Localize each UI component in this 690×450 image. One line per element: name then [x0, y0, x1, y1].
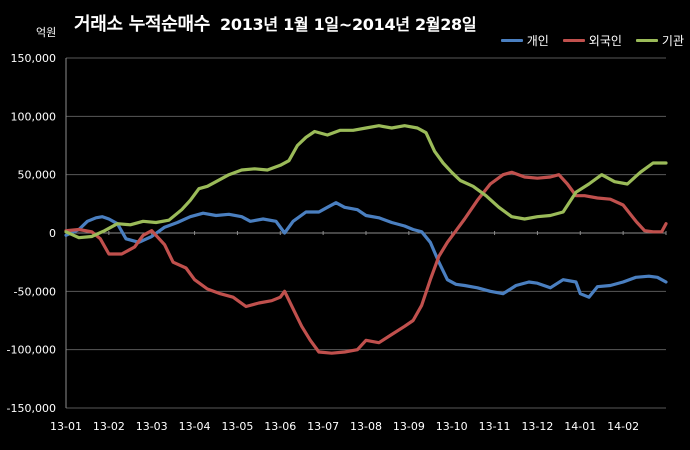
x-tick-label: 13-02 [93, 420, 125, 433]
x-tick-label: 13-08 [350, 420, 382, 433]
legend-swatch-foreign [562, 39, 585, 42]
y-tick-label: 50,000 [18, 169, 57, 182]
chart-title-main: 거래소 누적순매수 [74, 14, 211, 35]
x-tick-label: 13-06 [264, 420, 296, 433]
x-tick-label: 13-01 [50, 420, 82, 433]
y-tick-label: 0 [49, 227, 56, 240]
legend-label-institution: 기관 [661, 34, 684, 48]
series-line [64, 170, 668, 355]
chart-subtitle: 2013년 1월 1일~2014년 2월28일 [220, 15, 477, 34]
y-unit-label: 억원 [36, 26, 57, 39]
y-axis-ticks: 150,000 100,000 50,000 0 -50,000 -100,000 -150… [7, 52, 56, 415]
grid-lines [65, 57, 667, 409]
x-tick-label: 14-02 [607, 420, 639, 433]
y-tick-label: -100,000 [7, 344, 56, 357]
legend-item-individual: 개인 [500, 32, 549, 49]
legend-swatch-institution [635, 39, 658, 42]
x-tick-label: 13-09 [393, 420, 425, 433]
x-tick-label: 13-05 [221, 420, 253, 433]
x-axis-ticks: 13-01 13-02 13-03 13-04 13-05 13-06 13-07 13-08… [50, 420, 639, 433]
x-tick-label: 13-07 [307, 420, 339, 433]
x-tick-label: 13-12 [521, 420, 553, 433]
legend-swatch-individual [500, 39, 523, 42]
series-line [64, 124, 668, 240]
y-tick-label: -150,000 [7, 402, 56, 415]
series-lines [64, 124, 668, 355]
x-tick-label: 13-11 [479, 420, 511, 433]
legend-label-foreign: 외국인 [588, 34, 622, 48]
legend: 개인 외국인 기관 [500, 32, 684, 49]
y-tick-label: 100,000 [11, 110, 57, 123]
y-tick-label: -50,000 [14, 285, 56, 298]
x-tick-label: 13-03 [136, 420, 168, 433]
y-tick-label: 150,000 [11, 52, 57, 65]
x-tick-label: 14-01 [564, 420, 596, 433]
legend-label-individual: 개인 [526, 34, 549, 48]
series-line [64, 201, 668, 299]
legend-item-foreign: 외국인 [562, 32, 622, 49]
chart-title: 거래소 누적순매수 2013년 1월 1일~2014년 2월28일 [74, 10, 477, 36]
x-tick-label: 13-10 [436, 420, 468, 433]
legend-item-institution: 기관 [635, 32, 684, 49]
x-tick-label: 13-04 [179, 420, 211, 433]
